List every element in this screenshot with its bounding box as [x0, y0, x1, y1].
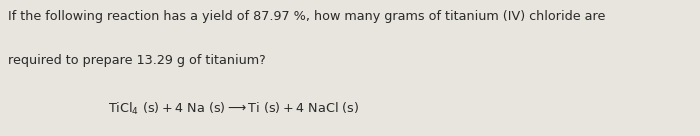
Text: $\mathrm{TiCl_4\ (s) + 4\ Na\ (s) \longrightarrow Ti\ (s) + 4\ NaCl\ (s)}$: $\mathrm{TiCl_4\ (s) + 4\ Na\ (s) \longr…: [108, 101, 360, 117]
Text: required to prepare 13.29 g of titanium?: required to prepare 13.29 g of titanium?: [8, 54, 266, 67]
Text: If the following reaction has a yield of 87.97 %, how many grams of titanium (IV: If the following reaction has a yield of…: [8, 10, 606, 23]
